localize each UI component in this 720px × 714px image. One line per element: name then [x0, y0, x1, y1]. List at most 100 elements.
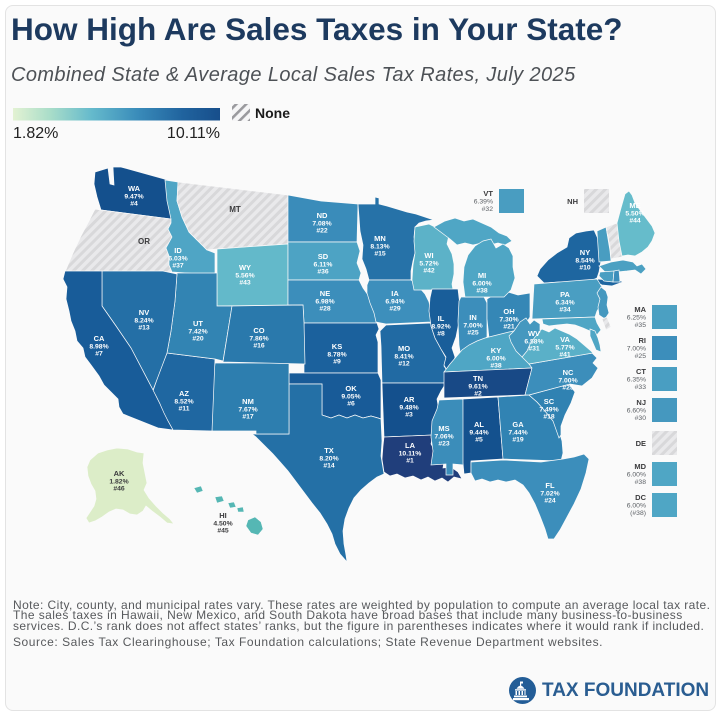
svg-text:1.82%: 1.82% — [109, 479, 128, 486]
svg-text:#45: #45 — [217, 528, 229, 535]
svg-text:#25: #25 — [562, 385, 574, 392]
svg-text:#38: #38 — [490, 363, 502, 370]
svg-text:#1: #1 — [406, 458, 414, 465]
svg-text:NE: NE — [320, 289, 330, 298]
svg-text:7.49%: 7.49% — [539, 407, 558, 414]
svg-text:AZ: AZ — [179, 389, 189, 398]
svg-text:SC: SC — [544, 397, 555, 406]
svg-text:UT: UT — [193, 319, 203, 328]
svg-text:DC: DC — [635, 493, 646, 502]
svg-text:8.20%: 8.20% — [319, 456, 338, 463]
svg-text:ME: ME — [629, 201, 640, 210]
svg-text:OH: OH — [503, 307, 514, 316]
svg-text:9.44%: 9.44% — [469, 430, 488, 437]
svg-text:6.00%: 6.00% — [627, 472, 646, 479]
svg-text:#15: #15 — [374, 251, 386, 258]
svg-text:5.50%: 5.50% — [625, 211, 644, 218]
svg-text:MN: MN — [374, 234, 386, 243]
svg-text:#35: #35 — [635, 322, 647, 329]
svg-text:#37: #37 — [172, 263, 184, 270]
svg-text:9.47%: 9.47% — [124, 194, 143, 201]
svg-text:DE: DE — [636, 439, 646, 448]
svg-text:6.00%: 6.00% — [472, 281, 491, 288]
svg-text:#17: #17 — [242, 414, 254, 421]
svg-text:NV: NV — [139, 308, 149, 317]
svg-text:KS: KS — [332, 342, 342, 351]
svg-text:#30: #30 — [635, 415, 647, 422]
svg-text:MS: MS — [438, 424, 449, 433]
svg-text:#23: #23 — [438, 441, 450, 448]
svg-text:#4: #4 — [130, 201, 138, 208]
svg-text:#38: #38 — [476, 288, 488, 295]
svg-text:#38: #38 — [635, 479, 647, 486]
svg-text:CT: CT — [636, 367, 646, 376]
svg-text:AL: AL — [474, 420, 484, 429]
svg-text:(#38): (#38) — [630, 510, 646, 517]
svg-text:MT: MT — [229, 205, 241, 214]
svg-text:6.39%: 6.39% — [474, 199, 493, 206]
svg-text:7.00%: 7.00% — [558, 378, 577, 385]
svg-text:7.42%: 7.42% — [188, 329, 207, 336]
svg-text:None: None — [255, 105, 290, 121]
svg-text:#25: #25 — [635, 353, 647, 360]
svg-text:OR: OR — [138, 237, 150, 246]
svg-text:10.11%: 10.11% — [399, 451, 422, 458]
svg-text:#7: #7 — [95, 351, 103, 358]
svg-text:6.11%: 6.11% — [314, 262, 333, 269]
svg-text:7.86%: 7.86% — [249, 336, 268, 343]
svg-text:7.06%: 7.06% — [434, 434, 453, 441]
svg-text:HI: HI — [219, 511, 227, 520]
svg-text:#10: #10 — [579, 265, 591, 272]
svg-text:#22: #22 — [316, 228, 328, 235]
svg-text:IN: IN — [469, 313, 477, 322]
svg-text:LA: LA — [405, 441, 416, 450]
svg-text:6.03%: 6.03% — [168, 256, 187, 263]
svg-text:#14: #14 — [323, 463, 335, 470]
svg-text:#42: #42 — [423, 268, 435, 275]
svg-text:VT: VT — [483, 189, 493, 198]
svg-text:6.94%: 6.94% — [385, 299, 404, 306]
svg-text:#31: #31 — [528, 346, 540, 353]
svg-text:TN: TN — [473, 374, 483, 383]
svg-text:6.35%: 6.35% — [627, 377, 646, 384]
svg-text:#11: #11 — [179, 406, 190, 413]
svg-text:9.48%: 9.48% — [399, 405, 418, 412]
svg-text:#19: #19 — [512, 437, 524, 444]
svg-text:CA: CA — [94, 334, 105, 343]
svg-text:IL: IL — [438, 314, 445, 323]
svg-text:8.98%: 8.98% — [89, 344, 108, 351]
svg-text:TX: TX — [324, 446, 334, 455]
svg-text:AK: AK — [114, 469, 125, 478]
svg-text:6.98%: 6.98% — [315, 299, 334, 306]
svg-text:#24: #24 — [544, 498, 556, 505]
svg-text:#43: #43 — [239, 280, 251, 287]
svg-text:#32: #32 — [482, 206, 494, 213]
svg-text:8.24%: 8.24% — [134, 318, 153, 325]
svg-text:PA: PA — [560, 290, 570, 299]
svg-text:FL: FL — [545, 481, 555, 490]
svg-text:VA: VA — [560, 335, 570, 344]
svg-text:8.78%: 8.78% — [327, 352, 346, 359]
svg-text:#3: #3 — [405, 412, 413, 419]
svg-text:MI: MI — [478, 271, 486, 280]
svg-text:6.00%: 6.00% — [486, 356, 505, 363]
svg-text:WV: WV — [528, 329, 540, 338]
svg-text:NM: NM — [242, 397, 254, 406]
svg-text:5.77%: 5.77% — [555, 345, 574, 352]
svg-text:9.05%: 9.05% — [341, 394, 360, 401]
svg-text:WY: WY — [239, 263, 251, 272]
svg-text:7.67%: 7.67% — [238, 407, 257, 414]
svg-text:AR: AR — [404, 395, 415, 404]
svg-text:WI: WI — [424, 251, 433, 260]
svg-text:#34: #34 — [559, 307, 571, 314]
svg-text:#41: #41 — [559, 352, 571, 359]
svg-text:#25: #25 — [467, 330, 479, 337]
svg-text:#5: #5 — [475, 437, 483, 444]
svg-text:7.00%: 7.00% — [463, 323, 482, 330]
svg-text:WA: WA — [128, 184, 141, 193]
svg-text:6.25%: 6.25% — [627, 315, 646, 322]
svg-text:NJ: NJ — [636, 398, 646, 407]
svg-text:6.00%: 6.00% — [627, 503, 646, 510]
svg-text:7.44%: 7.44% — [508, 430, 527, 437]
svg-text:#9: #9 — [333, 359, 341, 366]
